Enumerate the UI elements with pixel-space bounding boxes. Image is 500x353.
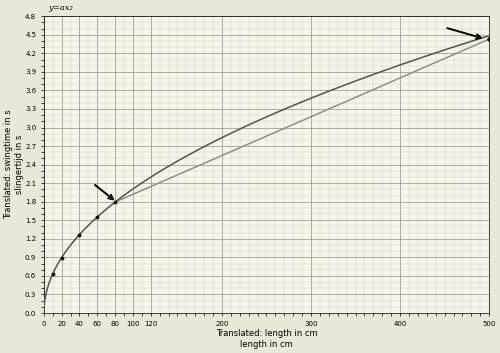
- X-axis label: Translated: length in cm
length in cm: Translated: length in cm length in cm: [216, 329, 318, 349]
- Y-axis label: Translated: swingtime in s
slingertijd in s: Translated: swingtime in s slingertijd i…: [4, 110, 24, 220]
- Text: y=ax₂: y=ax₂: [48, 4, 73, 12]
